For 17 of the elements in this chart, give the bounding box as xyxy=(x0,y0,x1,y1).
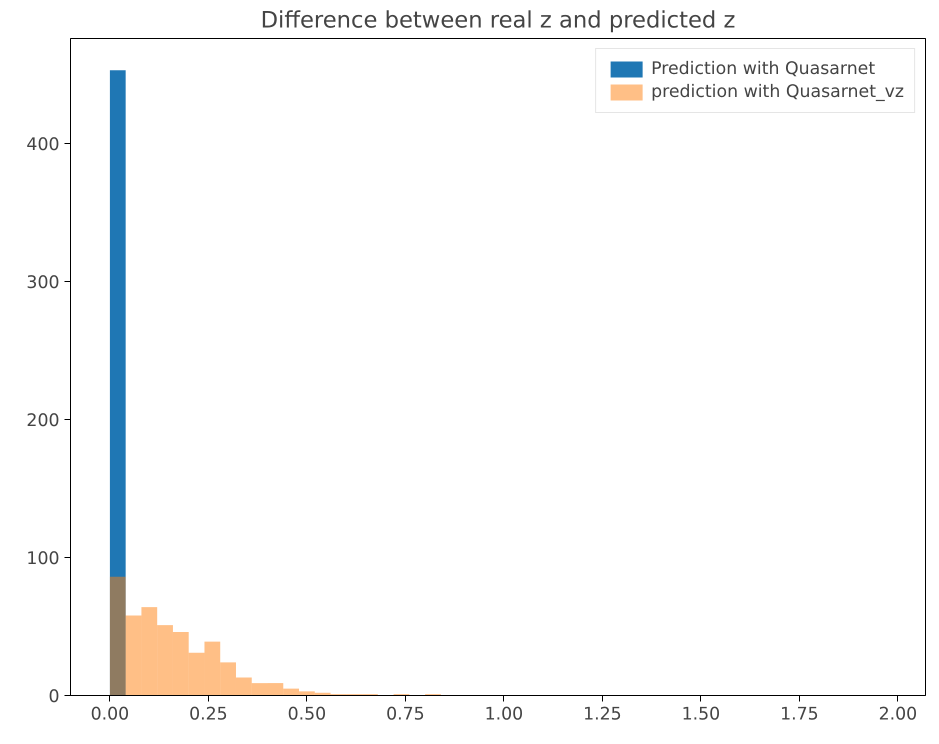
y-tick-label: 200 xyxy=(26,410,60,431)
x-tick-label: 1.00 xyxy=(484,704,524,724)
x-tick-label: 0.00 xyxy=(90,704,130,724)
legend-label: prediction with Quasarnet_vz xyxy=(651,82,904,102)
chart-title: Difference between real z and predicted z xyxy=(260,8,736,34)
x-tick-label: 0.50 xyxy=(288,704,326,724)
y-tick-label: 0 xyxy=(48,687,60,707)
y-tick-label: 400 xyxy=(26,134,60,155)
x-tick-label: 2.00 xyxy=(878,704,918,724)
x-tick-label: 1.25 xyxy=(583,704,622,724)
y-tick-label: 100 xyxy=(26,548,60,569)
y-tick-label: 300 xyxy=(26,272,60,293)
x-tick-label: 0.75 xyxy=(386,704,425,724)
legend-label: Prediction with Quasarnet xyxy=(651,59,876,79)
x-tick-label: 0.25 xyxy=(189,704,228,724)
x-tick-label: 1.50 xyxy=(682,704,720,724)
x-tick-label: 1.75 xyxy=(780,704,819,724)
